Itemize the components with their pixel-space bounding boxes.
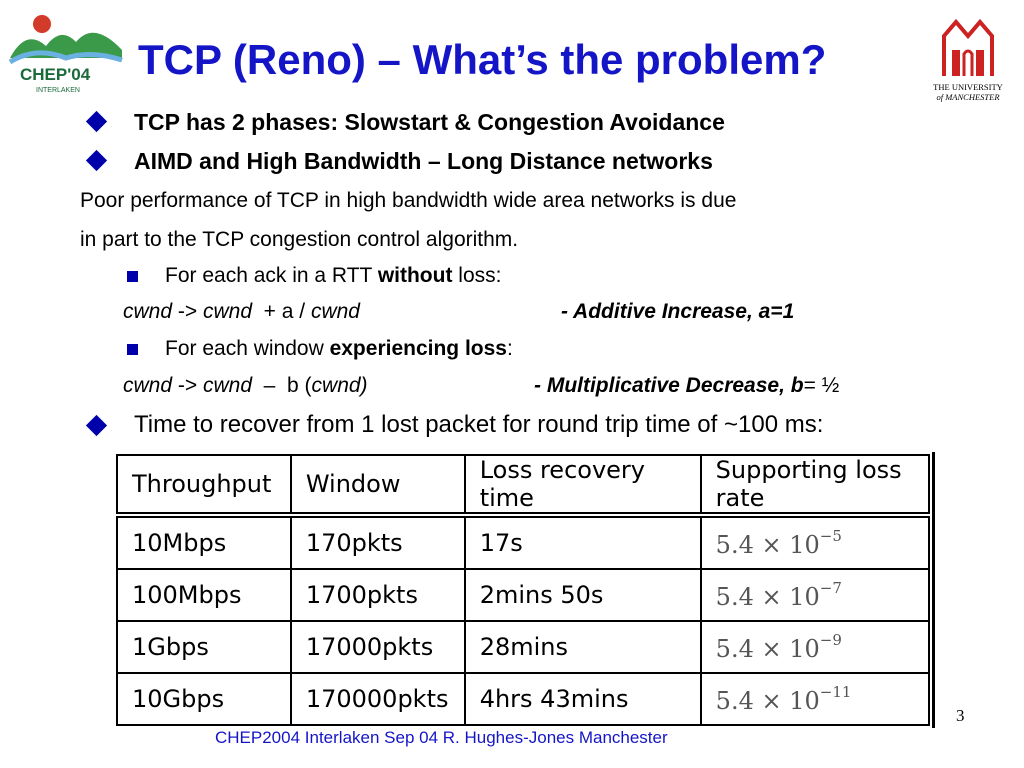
formula1-op: + a / (252, 300, 311, 323)
window-cell: 170000pkts (289, 672, 466, 726)
recovery-cell: 28mins (463, 620, 702, 674)
formula2-note-tail: = ½ (803, 374, 840, 397)
table-header-cell: Loss recovery time (463, 454, 702, 518)
formula-additive: cwnd -> cwnd + a / cwnd (123, 300, 360, 324)
throughput-cell: 100Mbps (116, 568, 292, 622)
formula2-cwnd-a: cwnd (123, 374, 173, 397)
table-right-rule (932, 452, 935, 728)
table-row: 10Gbps 170000pkts 4hrs 43mins 5.4 × 10−1… (116, 672, 931, 726)
loss-rate-exponent: −7 (819, 579, 842, 597)
svg-text:of MANCHESTER: of MANCHESTER (936, 92, 1000, 102)
formula1-arrow: -> (172, 300, 203, 323)
bullet-slowstart: TCP has 2 phases: Slowstart & Congestion… (134, 109, 725, 135)
manchester-crest-icon: THE UNIVERSITY of MANCHESTER (933, 18, 1003, 102)
table-row: 1Gbps 17000pkts 28mins 5.4 × 10−9 (116, 620, 931, 674)
window-cell: 1700pkts (289, 568, 466, 622)
slide-title: TCP (Reno) – What’s the problem? (138, 36, 827, 83)
recovery-cell: 17s (463, 514, 702, 570)
svg-text:INTERLAKEN: INTERLAKEN (36, 87, 80, 94)
formula-additive-note: - Additive Increase, a=1 (561, 300, 795, 323)
sub-bullet-window-post: : (506, 337, 513, 360)
bullet-aimd: AIMD and High Bandwidth – Long Distance … (134, 148, 713, 174)
sub-bullet-ack-post: loss: (452, 264, 502, 287)
loss-rate-cell: 5.4 × 10−5 (699, 514, 931, 570)
formula1-cwnd-c: cwnd (310, 300, 360, 323)
svg-text:CHEP'04: CHEP'04 (20, 65, 91, 84)
table-header-cell: Window (289, 454, 466, 518)
square-bullet-icon (127, 271, 138, 282)
formula-multiplicative-note: - Multiplicative Decrease, b= ½ (534, 374, 839, 398)
loss-rate-base: 5.4 × 10 (715, 635, 820, 663)
sub-bullet-window-bold: experiencing loss (329, 337, 507, 360)
sub-bullet-ack: For each ack in a RTT without loss: (165, 264, 501, 288)
loss-rate-base: 5.4 × 10 (715, 531, 820, 559)
recovery-cell: 4hrs 43mins (463, 672, 702, 726)
recovery-table: Throughput Window Loss recovery time Sup… (116, 454, 931, 726)
loss-rate-exponent: −11 (819, 683, 852, 701)
formula1-cwnd-a: cwnd (123, 300, 173, 323)
page-number: 3 (956, 706, 965, 725)
formula1-cwnd-b: cwnd (202, 300, 252, 323)
slide-footer: CHEP2004 Interlaken Sep 04 R. Hughes-Jon… (215, 728, 668, 747)
paragraph-line-1: Poor performance of TCP in high bandwidt… (80, 189, 737, 212)
window-cell: 170pkts (289, 514, 466, 570)
chep04-logo-icon: CHEP'04 INTERLAKEN (8, 15, 123, 94)
bullet-recovery: Time to recover from 1 lost packet for r… (134, 411, 824, 438)
svg-text:THE UNIVERSITY: THE UNIVERSITY (933, 82, 1003, 92)
loss-rate-exponent: −5 (819, 527, 842, 545)
formula2-op: – b ( (252, 374, 312, 397)
formula2-cwnd-b: cwnd (202, 374, 252, 397)
square-bullet-icon (127, 344, 138, 355)
chep04-logo: CHEP'04 INTERLAKEN (6, 6, 126, 100)
table-row: 10Mbps 170pkts 17s 5.4 × 10−5 (116, 514, 931, 570)
diamond-bullet-icon (85, 414, 108, 437)
paragraph-line-2: in part to the TCP congestion control al… (80, 228, 519, 251)
loss-rate-base: 5.4 × 10 (715, 583, 820, 611)
table-header-cell: Supporting loss rate (699, 454, 931, 518)
table-header-cell: Throughput (116, 454, 292, 518)
throughput-cell: 10Mbps (116, 514, 292, 570)
loss-rate-base: 5.4 × 10 (715, 687, 820, 715)
loss-rate-cell: 5.4 × 10−7 (699, 568, 931, 622)
formula2-note-bold: - Multiplicative Decrease, b (534, 374, 804, 397)
sub-bullet-ack-bold: without (377, 264, 453, 287)
throughput-cell: 1Gbps (116, 620, 292, 674)
loss-rate-cell: 5.4 × 10−11 (699, 672, 931, 726)
sub-bullet-ack-pre: For each ack in a RTT (165, 264, 378, 287)
diamond-bullet-icon (85, 110, 108, 133)
recovery-cell: 2mins 50s (463, 568, 702, 622)
diamond-bullet-icon (85, 149, 108, 172)
formula-multiplicative: cwnd -> cwnd – b (cwnd) (123, 374, 368, 398)
formula2-cwnd-c: cwnd) (311, 374, 368, 397)
window-cell: 17000pkts (289, 620, 466, 674)
formula2-arrow: -> (172, 374, 203, 397)
sub-bullet-window-pre: For each window (165, 337, 330, 360)
table-header-row: Throughput Window Loss recovery time Sup… (116, 454, 931, 518)
loss-rate-exponent: −9 (819, 631, 842, 649)
sub-bullet-window: For each window experiencing loss: (165, 337, 513, 361)
manchester-logo: THE UNIVERSITY of MANCHESTER (922, 14, 1014, 104)
throughput-cell: 10Gbps (116, 672, 292, 726)
loss-rate-cell: 5.4 × 10−9 (699, 620, 931, 674)
table-row: 100Mbps 1700pkts 2mins 50s 5.4 × 10−7 (116, 568, 931, 622)
